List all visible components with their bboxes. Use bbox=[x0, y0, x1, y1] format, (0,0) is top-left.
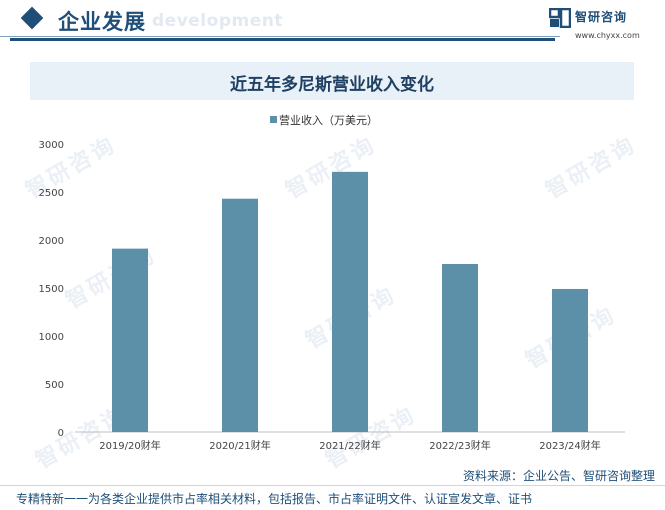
y-tick-label: 2500 bbox=[39, 188, 64, 199]
bar bbox=[552, 288, 588, 432]
x-tick-label: 2019/20财年 bbox=[99, 439, 161, 452]
legend-swatch bbox=[270, 116, 277, 123]
y-tick-label: 2000 bbox=[39, 236, 64, 247]
brand-url: www.chyxx.com bbox=[575, 31, 640, 40]
header-divider-thick bbox=[10, 38, 555, 41]
chart-title-band: 近五年多尼斯营业收入变化 bbox=[30, 62, 634, 100]
y-tick-label: 0 bbox=[58, 428, 64, 439]
page-title: 企业发展 bbox=[58, 10, 146, 34]
x-tick-label: 2022/23财年 bbox=[429, 439, 491, 452]
header-watermark-text: development bbox=[152, 11, 283, 31]
legend-label: 营业收入（万美元） bbox=[279, 114, 378, 127]
source-note: 资料来源：企业公告、智研咨询整理 bbox=[462, 469, 655, 483]
y-tick-label: 500 bbox=[45, 380, 64, 391]
footer-text: 专精特新一一为各类企业提供市占率相关材料，包括报告、市占率证明文件、认证宣发文章… bbox=[16, 492, 533, 506]
brand-block: 智研咨询 www.chyxx.com bbox=[549, 6, 653, 44]
footer-bar: 专精特新一一为各类企业提供市占率相关材料，包括报告、市占率证明文件、认证宣发文章… bbox=[0, 485, 665, 510]
chart-title: 近五年多尼斯营业收入变化 bbox=[230, 75, 434, 95]
bar bbox=[442, 264, 478, 432]
x-tick-label: 2020/21财年 bbox=[209, 439, 271, 452]
bar bbox=[222, 198, 258, 432]
page-header: 企业发展 development bbox=[0, 0, 665, 44]
bar bbox=[112, 248, 148, 432]
header-divider-thin bbox=[0, 36, 560, 37]
brand-name: 智研咨询 bbox=[575, 10, 628, 24]
zhiyan-logo-icon bbox=[549, 8, 571, 28]
bar bbox=[332, 171, 368, 432]
x-tick-label: 2023/24财年 bbox=[539, 439, 601, 452]
y-tick-label: 1500 bbox=[39, 284, 64, 295]
y-tick-label: 1000 bbox=[39, 332, 64, 343]
bar-chart: 0 500 1000 1500 2000 2500 3000 2019/20财年 2020/21… bbox=[39, 140, 625, 452]
y-tick-label: 3000 bbox=[39, 140, 64, 151]
x-tick-label: 2021/22财年 bbox=[319, 439, 381, 452]
